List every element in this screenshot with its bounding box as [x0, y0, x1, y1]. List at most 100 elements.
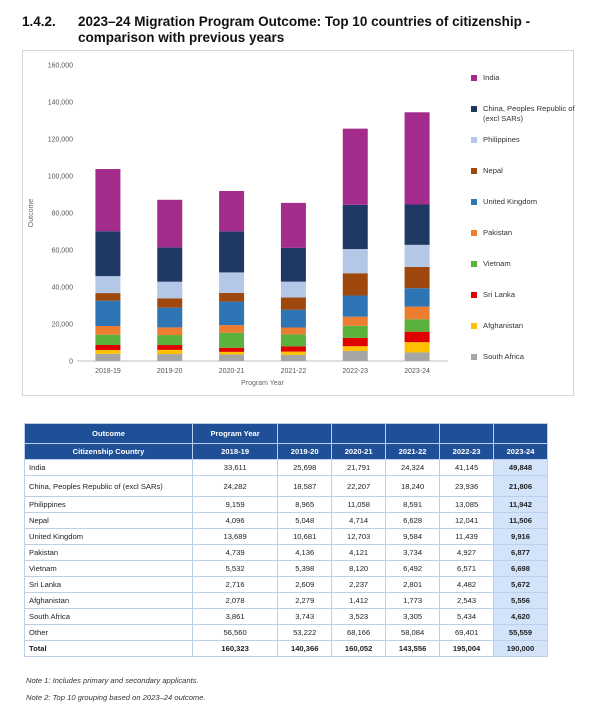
- bar-segment: [219, 231, 245, 273]
- legend-label: South Africa: [483, 352, 524, 361]
- section-heading: 1.4.2. 2023–24 Migration Program Outcome…: [22, 14, 582, 46]
- value-cell: 33,611: [191, 459, 279, 476]
- value-cell: 6,628: [385, 512, 441, 529]
- value-cell: 11,942: [493, 496, 548, 513]
- legend-item: Afghanistan: [471, 321, 523, 331]
- value-cell: 11,058: [331, 496, 387, 513]
- bar-segment: [95, 350, 121, 354]
- bar-segment: [342, 128, 368, 205]
- bar-segment: [219, 351, 245, 355]
- legend-item: China, Peoples Republic of (excl SARs): [471, 104, 591, 124]
- country-cell: Sri Lanka: [24, 576, 193, 593]
- country-cell: China, Peoples Republic of (excl SARs): [24, 475, 193, 497]
- value-cell: 160,323: [191, 640, 279, 657]
- bar-segment: [219, 191, 245, 232]
- value-cell: 3,743: [277, 608, 333, 625]
- value-cell: 6,877: [493, 544, 548, 561]
- legend-swatch: [471, 230, 477, 236]
- value-cell: 8,965: [277, 496, 333, 513]
- bar-segment: [280, 297, 306, 310]
- value-cell: 10,681: [277, 528, 333, 545]
- country-cell: Other: [24, 624, 193, 641]
- bar-segment: [157, 327, 183, 336]
- value-cell: 1,412: [331, 592, 387, 609]
- legend-item: Vietnam: [471, 259, 511, 269]
- value-cell: 8,591: [385, 496, 441, 513]
- table-row: India 33,611 25,698 21,791 24,324 41,145 49,84…: [24, 459, 548, 476]
- value-cell: 4,121: [331, 544, 387, 561]
- x-tick-label: 2018-19: [95, 368, 121, 375]
- bar-segment: [219, 325, 245, 333]
- header-outcome: Outcome: [24, 423, 193, 444]
- legend-item: India: [471, 73, 499, 83]
- value-cell: 3,734: [385, 544, 441, 561]
- bar-segment: [95, 300, 121, 326]
- value-cell: 6,698: [493, 560, 548, 577]
- bar-segment: [157, 247, 183, 282]
- bar-segment: [404, 331, 430, 343]
- header-year: 2021-22: [385, 443, 441, 460]
- bar-segment: [157, 354, 183, 361]
- table-row: Vietnam 5,532 5,398 8,120 6,492 6,571 6,698: [24, 560, 548, 577]
- legend-swatch: [471, 106, 477, 112]
- bar-segment: [342, 273, 368, 296]
- legend-label: Vietnam: [483, 259, 511, 268]
- bar-segment: [280, 351, 306, 355]
- y-tick-label: 160,000: [48, 63, 73, 70]
- value-cell: 3,523: [331, 608, 387, 625]
- bar-segment: [404, 306, 430, 320]
- value-cell: 2,237: [331, 576, 387, 593]
- value-cell: 5,532: [191, 560, 279, 577]
- value-cell: 13,085: [439, 496, 495, 513]
- x-axis-label: Program Year: [241, 380, 284, 387]
- value-cell: 53,222: [277, 624, 333, 641]
- bar-segment: [342, 295, 368, 317]
- bar-segment: [404, 266, 430, 289]
- bar-segment: [157, 345, 183, 350]
- legend-item: Nepal: [471, 166, 503, 176]
- legend-swatch: [471, 261, 477, 267]
- legend-label: Philippines: [483, 135, 520, 144]
- bar-segment: [342, 316, 368, 326]
- value-cell: 190,000: [493, 640, 548, 657]
- table-row: United Kingdom 13,689 10,681 12,703 9,584 11,…: [24, 528, 548, 545]
- bar-segment: [95, 344, 121, 351]
- x-tick-label: 2020-21: [219, 368, 245, 375]
- legend-item: Sri Lanka: [471, 290, 515, 300]
- value-cell: 160,052: [331, 640, 387, 657]
- legend-swatch: [471, 137, 477, 143]
- bar-segment: [280, 281, 306, 298]
- value-cell: 2,716: [191, 576, 279, 593]
- value-cell: 4,096: [191, 512, 279, 529]
- value-cell: 5,672: [493, 576, 548, 593]
- bar-segment: [219, 272, 245, 293]
- bar-segment: [342, 249, 368, 274]
- bar-segment: [404, 319, 430, 332]
- bar-segment: [342, 350, 368, 361]
- header-year: 2018-19: [191, 443, 279, 460]
- value-cell: 55,559: [493, 624, 548, 641]
- legend-item: Pakistan: [471, 228, 512, 238]
- legend-label: China, Peoples Republic of (excl SARs): [483, 104, 575, 123]
- table-row: Afghanistan 2,078 2,279 1,412 1,773 2,543 5,55…: [24, 592, 548, 609]
- header-year: 2022-23: [439, 443, 495, 460]
- section-title: 2023–24 Migration Program Outcome: Top 1…: [78, 14, 531, 45]
- x-tick-label: 2022-23: [342, 368, 368, 375]
- value-cell: 56,560: [191, 624, 279, 641]
- bar-segment: [219, 301, 245, 326]
- legend-item: South Africa: [471, 352, 524, 362]
- bar-segment: [219, 332, 245, 348]
- country-cell: Total: [24, 640, 193, 657]
- value-cell: 5,048: [277, 512, 333, 529]
- value-cell: 2,609: [277, 576, 333, 593]
- value-cell: 18,240: [385, 475, 441, 497]
- header-citizenship-country: Citizenship Country: [24, 443, 193, 460]
- legend-swatch: [471, 75, 477, 81]
- section-number: 1.4.2.: [22, 14, 56, 29]
- value-cell: 3,861: [191, 608, 279, 625]
- bar-segment: [280, 334, 306, 347]
- legend-item: United Kingdom: [471, 197, 537, 207]
- bar-segment: [157, 307, 183, 328]
- value-cell: 143,556: [385, 640, 441, 657]
- legend-item: Philippines: [471, 135, 520, 145]
